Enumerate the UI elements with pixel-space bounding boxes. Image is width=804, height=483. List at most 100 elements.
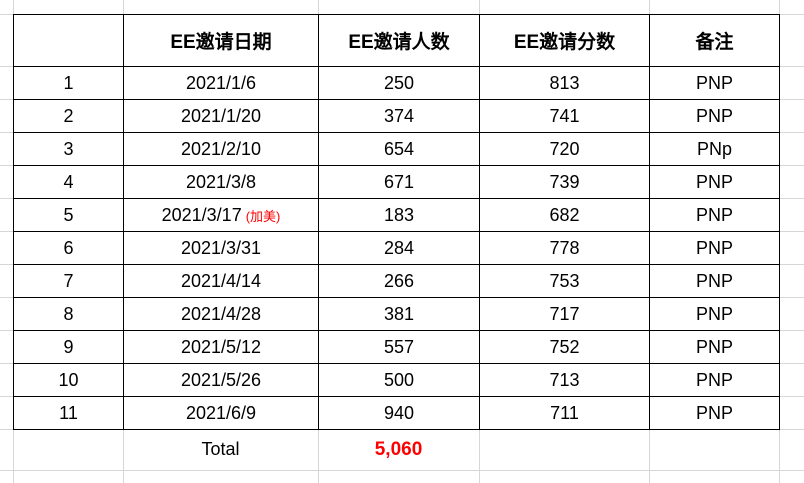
gridline <box>649 0 650 14</box>
gridline <box>779 396 804 397</box>
cell-count[interactable]: 500 <box>318 363 480 397</box>
cell-date[interactable]: 2021/2/10 <box>123 132 319 166</box>
header-index-cell[interactable] <box>13 14 124 67</box>
cell-note[interactable]: PNP <box>649 264 780 298</box>
cell-note[interactable]: PNP <box>649 396 780 430</box>
cell-index[interactable]: 11 <box>13 396 124 430</box>
total-value-cell[interactable]: 5,060 <box>374 439 423 460</box>
cell-count[interactable]: 284 <box>318 231 480 265</box>
cell-note[interactable]: PNP <box>649 231 780 265</box>
header-count-cell[interactable]: EE邀请人数 <box>318 14 480 67</box>
cell-note[interactable]: PNP <box>649 363 780 397</box>
cell-score[interactable]: 778 <box>479 231 650 265</box>
total-label-cell[interactable]: Total <box>201 439 240 459</box>
gridline <box>0 470 804 471</box>
cell-date[interactable]: 2021/3/31 <box>123 231 319 265</box>
cell-count[interactable]: 266 <box>318 264 480 298</box>
gridline <box>318 429 319 483</box>
cell-score[interactable]: 813 <box>479 66 650 100</box>
cell-score[interactable]: 713 <box>479 363 650 397</box>
cell-score[interactable]: 739 <box>479 165 650 199</box>
cell-note[interactable]: PNP <box>649 165 780 199</box>
cell-score[interactable]: 682 <box>479 198 650 232</box>
cell-date[interactable]: 2021/1/6 <box>123 66 319 100</box>
gridline <box>779 330 804 331</box>
gridline <box>318 0 319 14</box>
header-row: EE邀请日期 EE邀请人数 EE邀请分数 备注 <box>13 14 780 67</box>
gridline <box>779 231 804 232</box>
cell-note[interactable]: PNp <box>649 132 780 166</box>
header-score-cell[interactable]: EE邀请分数 <box>479 14 650 67</box>
gridline <box>779 363 804 364</box>
gridline <box>779 297 804 298</box>
cell-index[interactable]: 7 <box>13 264 124 298</box>
cell-note[interactable]: PNP <box>649 330 780 364</box>
cell-index[interactable]: 9 <box>13 330 124 364</box>
ee-invitation-table: EE邀请日期 EE邀请人数 EE邀请分数 备注 1 2021/1/6 250 8… <box>13 14 780 430</box>
cell-count[interactable]: 381 <box>318 297 480 331</box>
gridline <box>0 99 13 100</box>
cell-count[interactable]: 374 <box>318 99 480 133</box>
cell-index[interactable]: 8 <box>13 297 124 331</box>
cell-index[interactable]: 3 <box>13 132 124 166</box>
cell-date[interactable]: 2021/4/14 <box>123 264 319 298</box>
cell-score[interactable]: 752 <box>479 330 650 364</box>
gridline <box>0 132 13 133</box>
table-row: 1 2021/1/6 250 813 PNP <box>13 66 780 100</box>
gridline <box>123 429 124 483</box>
cell-index[interactable]: 6 <box>13 231 124 265</box>
cell-date-text: 2021/3/17 <box>161 204 242 225</box>
header-note-cell[interactable]: 备注 <box>649 14 780 67</box>
header-date-cell[interactable]: EE邀请日期 <box>123 14 319 67</box>
cell-date[interactable]: 2021/3/8 <box>123 165 319 199</box>
cell-note[interactable]: PNP <box>649 99 780 133</box>
cell-count[interactable]: 940 <box>318 396 480 430</box>
cell-count[interactable]: 671 <box>318 165 480 199</box>
cell-score[interactable]: 717 <box>479 297 650 331</box>
cell-index[interactable]: 10 <box>13 363 124 397</box>
cell-date[interactable]: 2021/6/9 <box>123 396 319 430</box>
table-row: 4 2021/3/8 671 739 PNP <box>13 165 780 199</box>
cell-date[interactable]: 2021/5/12 <box>123 330 319 364</box>
table-row: 11 2021/6/9 940 711 PNP <box>13 396 780 430</box>
cell-date[interactable]: 2021/4/28 <box>123 297 319 331</box>
gridline <box>779 66 804 67</box>
cell-count[interactable]: 183 <box>318 198 480 232</box>
gridline <box>0 198 13 199</box>
gridline <box>479 429 480 483</box>
gridline <box>0 165 13 166</box>
gridline <box>0 330 13 331</box>
cell-date-annotation: (加美) <box>245 208 281 224</box>
cell-index[interactable]: 4 <box>13 165 124 199</box>
gridline <box>779 0 780 14</box>
cell-index[interactable]: 2 <box>13 99 124 133</box>
cell-note[interactable]: PNP <box>649 198 780 232</box>
cell-date[interactable]: 2021/3/17 (加美) <box>123 198 319 232</box>
gridline <box>649 429 650 483</box>
cell-date[interactable]: 2021/5/26 <box>123 363 319 397</box>
gridline <box>123 0 124 14</box>
gridline <box>779 165 804 166</box>
cell-score[interactable]: 711 <box>479 396 650 430</box>
cell-score[interactable]: 741 <box>479 99 650 133</box>
gridline <box>779 264 804 265</box>
cell-note[interactable]: PNP <box>649 297 780 331</box>
gridline <box>779 429 804 430</box>
cell-score[interactable]: 720 <box>479 132 650 166</box>
gridline <box>779 14 804 15</box>
cell-score[interactable]: 753 <box>479 264 650 298</box>
cell-count[interactable]: 557 <box>318 330 480 364</box>
cell-index[interactable]: 1 <box>13 66 124 100</box>
gridline <box>779 198 804 199</box>
cell-count[interactable]: 250 <box>318 66 480 100</box>
cell-count[interactable]: 654 <box>318 132 480 166</box>
gridline <box>0 66 13 67</box>
gridline <box>0 363 13 364</box>
cell-note[interactable]: PNP <box>649 66 780 100</box>
table-row: 8 2021/4/28 381 717 PNP <box>13 297 780 331</box>
cell-date[interactable]: 2021/1/20 <box>123 99 319 133</box>
table-row: 3 2021/2/10 654 720 PNp <box>13 132 780 166</box>
cell-index[interactable]: 5 <box>13 198 124 232</box>
gridline <box>0 396 13 397</box>
